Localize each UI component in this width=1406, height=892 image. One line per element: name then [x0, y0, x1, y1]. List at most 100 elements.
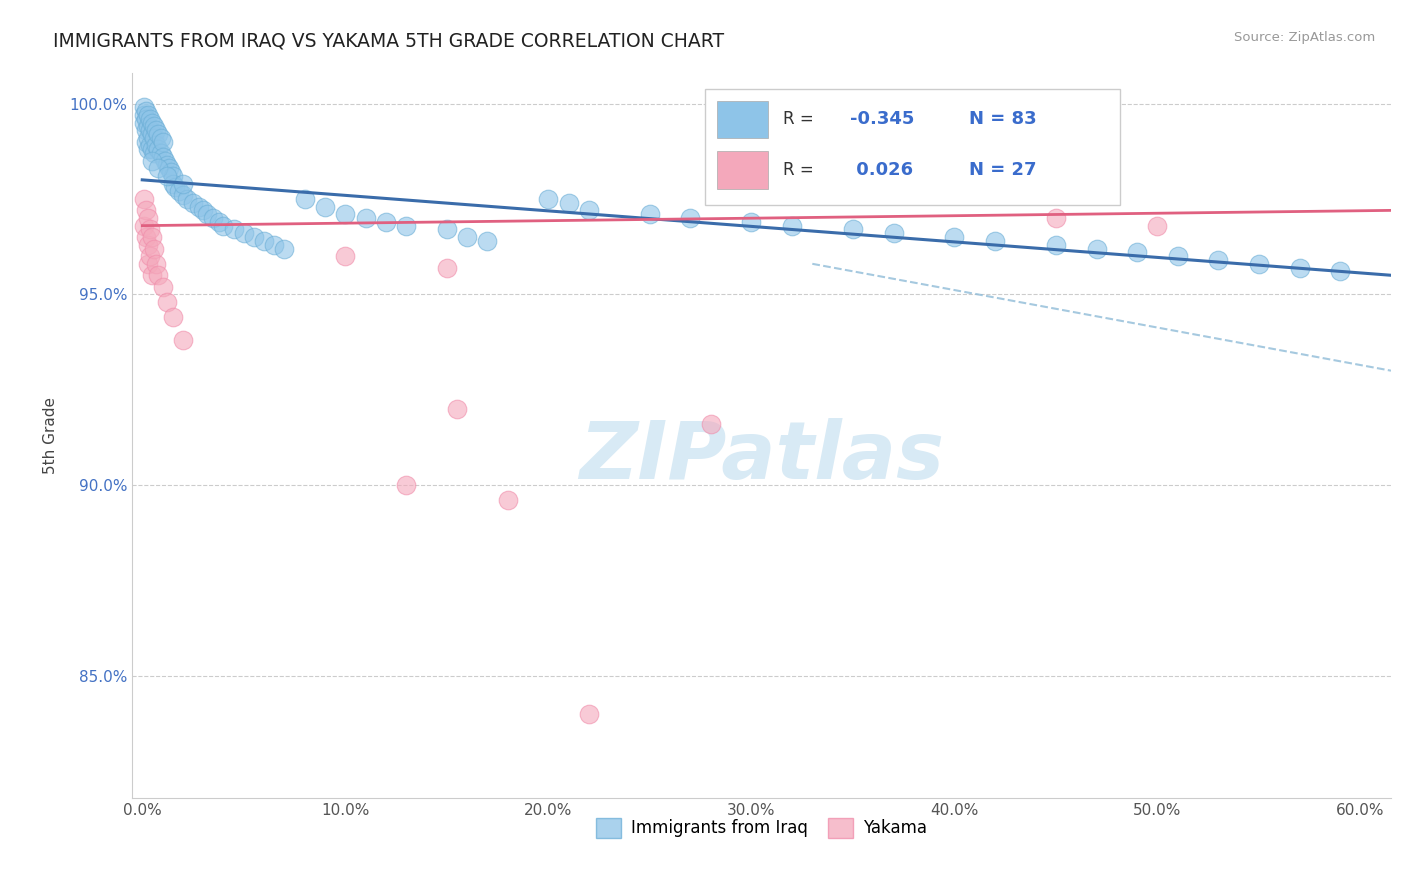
Point: [145, 257, 167, 271]
Point: [1247, 257, 1270, 271]
Point: [263, 237, 285, 252]
Point: [134, 100, 156, 114]
Point: [172, 188, 194, 202]
Point: [148, 127, 170, 141]
Point: [152, 150, 174, 164]
Point: [167, 184, 190, 198]
Point: [1045, 237, 1067, 252]
Point: [335, 207, 357, 221]
Point: [139, 123, 162, 137]
Text: ZIPatlas: ZIPatlas: [579, 418, 943, 496]
Text: Source: ZipAtlas.com: Source: ZipAtlas.com: [1234, 31, 1375, 45]
Legend: Immigrants from Iraq, Yakama: Immigrants from Iraq, Yakama: [589, 812, 934, 844]
Point: [294, 192, 316, 206]
Point: [700, 417, 723, 431]
Point: [243, 230, 266, 244]
Point: [1208, 252, 1230, 267]
Point: [578, 203, 600, 218]
Y-axis label: 5th Grade: 5th Grade: [44, 397, 58, 474]
Point: [395, 219, 418, 233]
Point: [477, 234, 499, 248]
Point: [159, 165, 181, 179]
Point: [138, 142, 160, 156]
Point: [1085, 242, 1108, 256]
Point: [883, 227, 905, 241]
Point: [374, 215, 396, 229]
Point: [212, 219, 235, 233]
Point: [141, 127, 163, 141]
Point: [134, 115, 156, 129]
Point: [148, 268, 170, 283]
Point: [139, 138, 162, 153]
Point: [148, 161, 170, 176]
Point: [638, 207, 661, 221]
Text: R =: R =: [783, 111, 818, 128]
Point: [162, 310, 184, 325]
Point: [149, 146, 172, 161]
Point: [141, 230, 163, 244]
Point: [456, 230, 478, 244]
Point: [1126, 245, 1149, 260]
Point: [222, 222, 245, 236]
Point: [145, 123, 167, 137]
Point: [354, 211, 377, 225]
Point: [138, 108, 160, 122]
Text: IMMIGRANTS FROM IRAQ VS YAKAMA 5TH GRADE CORRELATION CHART: IMMIGRANTS FROM IRAQ VS YAKAMA 5TH GRADE…: [53, 31, 724, 50]
Point: [496, 493, 519, 508]
Point: [152, 135, 174, 149]
Point: [135, 112, 157, 126]
Point: [135, 135, 157, 149]
Point: [141, 142, 163, 156]
Point: [139, 222, 162, 236]
Point: [176, 192, 198, 206]
Point: [138, 237, 160, 252]
Point: [943, 230, 966, 244]
Point: [202, 211, 225, 225]
Point: [314, 200, 336, 214]
Point: [232, 227, 254, 241]
Point: [138, 131, 160, 145]
Point: [537, 192, 560, 206]
Point: [149, 131, 172, 145]
Point: [155, 158, 177, 172]
Point: [162, 169, 184, 183]
FancyBboxPatch shape: [717, 101, 768, 138]
Point: [135, 123, 157, 137]
Point: [679, 211, 702, 225]
Point: [273, 242, 295, 256]
Point: [446, 401, 468, 416]
Point: [139, 112, 162, 126]
Point: [1288, 260, 1310, 275]
Point: [135, 203, 157, 218]
Point: [172, 177, 194, 191]
Point: [1167, 249, 1189, 263]
Point: [141, 115, 163, 129]
Point: [145, 138, 167, 153]
Point: [134, 219, 156, 233]
Text: 0.026: 0.026: [849, 161, 912, 179]
Point: [134, 192, 156, 206]
Point: [195, 207, 218, 221]
Point: [335, 249, 357, 263]
Point: [139, 249, 162, 263]
Point: [143, 146, 166, 161]
Point: [157, 161, 180, 176]
Point: [191, 203, 214, 218]
Point: [163, 180, 186, 194]
Point: [842, 222, 865, 236]
Point: [141, 268, 163, 283]
Point: [578, 707, 600, 722]
FancyBboxPatch shape: [704, 89, 1121, 205]
Point: [253, 234, 276, 248]
Point: [436, 222, 458, 236]
Point: [557, 195, 579, 210]
Text: -0.345: -0.345: [849, 111, 914, 128]
Point: [152, 279, 174, 293]
Point: [1329, 264, 1351, 278]
Point: [436, 260, 458, 275]
Point: [138, 120, 160, 134]
Point: [181, 195, 204, 210]
Point: [143, 242, 166, 256]
Point: [740, 215, 762, 229]
Point: [984, 234, 1007, 248]
